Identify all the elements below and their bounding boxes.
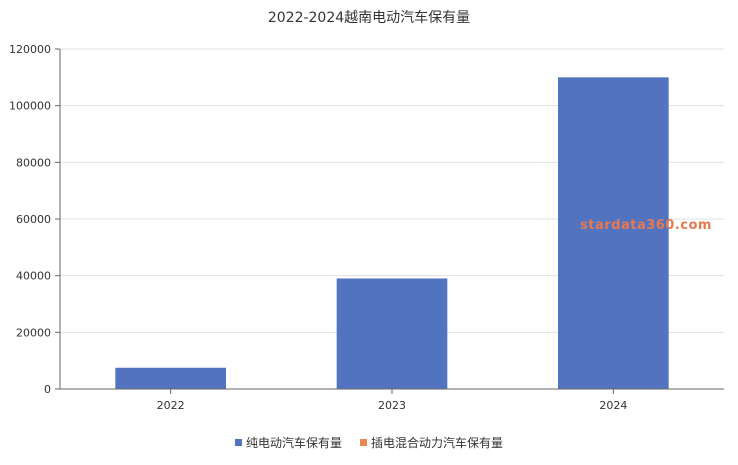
- y-tick-label: 80000: [16, 156, 51, 169]
- bar-2023: [336, 278, 448, 389]
- bar-2022: [115, 367, 226, 389]
- bar-2024: [558, 77, 669, 389]
- legend-label: 插电混合动力汽车保有量: [371, 435, 503, 450]
- bars: [115, 77, 669, 389]
- legend-item: 纯电动汽车保有量: [234, 435, 342, 450]
- watermark-text: stardata360.com: [580, 218, 712, 233]
- x-tick-label: 2023: [378, 399, 406, 412]
- y-tick-label: 120000: [9, 43, 51, 56]
- x-tick-label: 2024: [599, 399, 627, 412]
- y-tick-label: 40000: [16, 270, 51, 283]
- legend-item: 插电混合动力汽车保有量: [360, 435, 503, 450]
- x-axis: 2022 2023 2024: [60, 388, 724, 412]
- y-tick-label: 0: [44, 383, 51, 396]
- y-tick-label: 100000: [9, 100, 51, 113]
- legend-swatch: [360, 439, 367, 446]
- chart-title: 2022-2024越南电动汽车保有量: [268, 9, 470, 26]
- y-tick-label: 20000: [16, 326, 51, 339]
- legend-label: 纯电动汽车保有量: [246, 435, 342, 450]
- legend: 纯电动汽车保有量 插电混合动力汽车保有量: [234, 435, 503, 450]
- y-axis: 0 20000 40000 60000 80000 100000 120000: [9, 43, 61, 396]
- legend-swatch: [234, 439, 242, 446]
- y-tick-label: 60000: [16, 213, 51, 226]
- x-tick-label: 2022: [157, 399, 185, 412]
